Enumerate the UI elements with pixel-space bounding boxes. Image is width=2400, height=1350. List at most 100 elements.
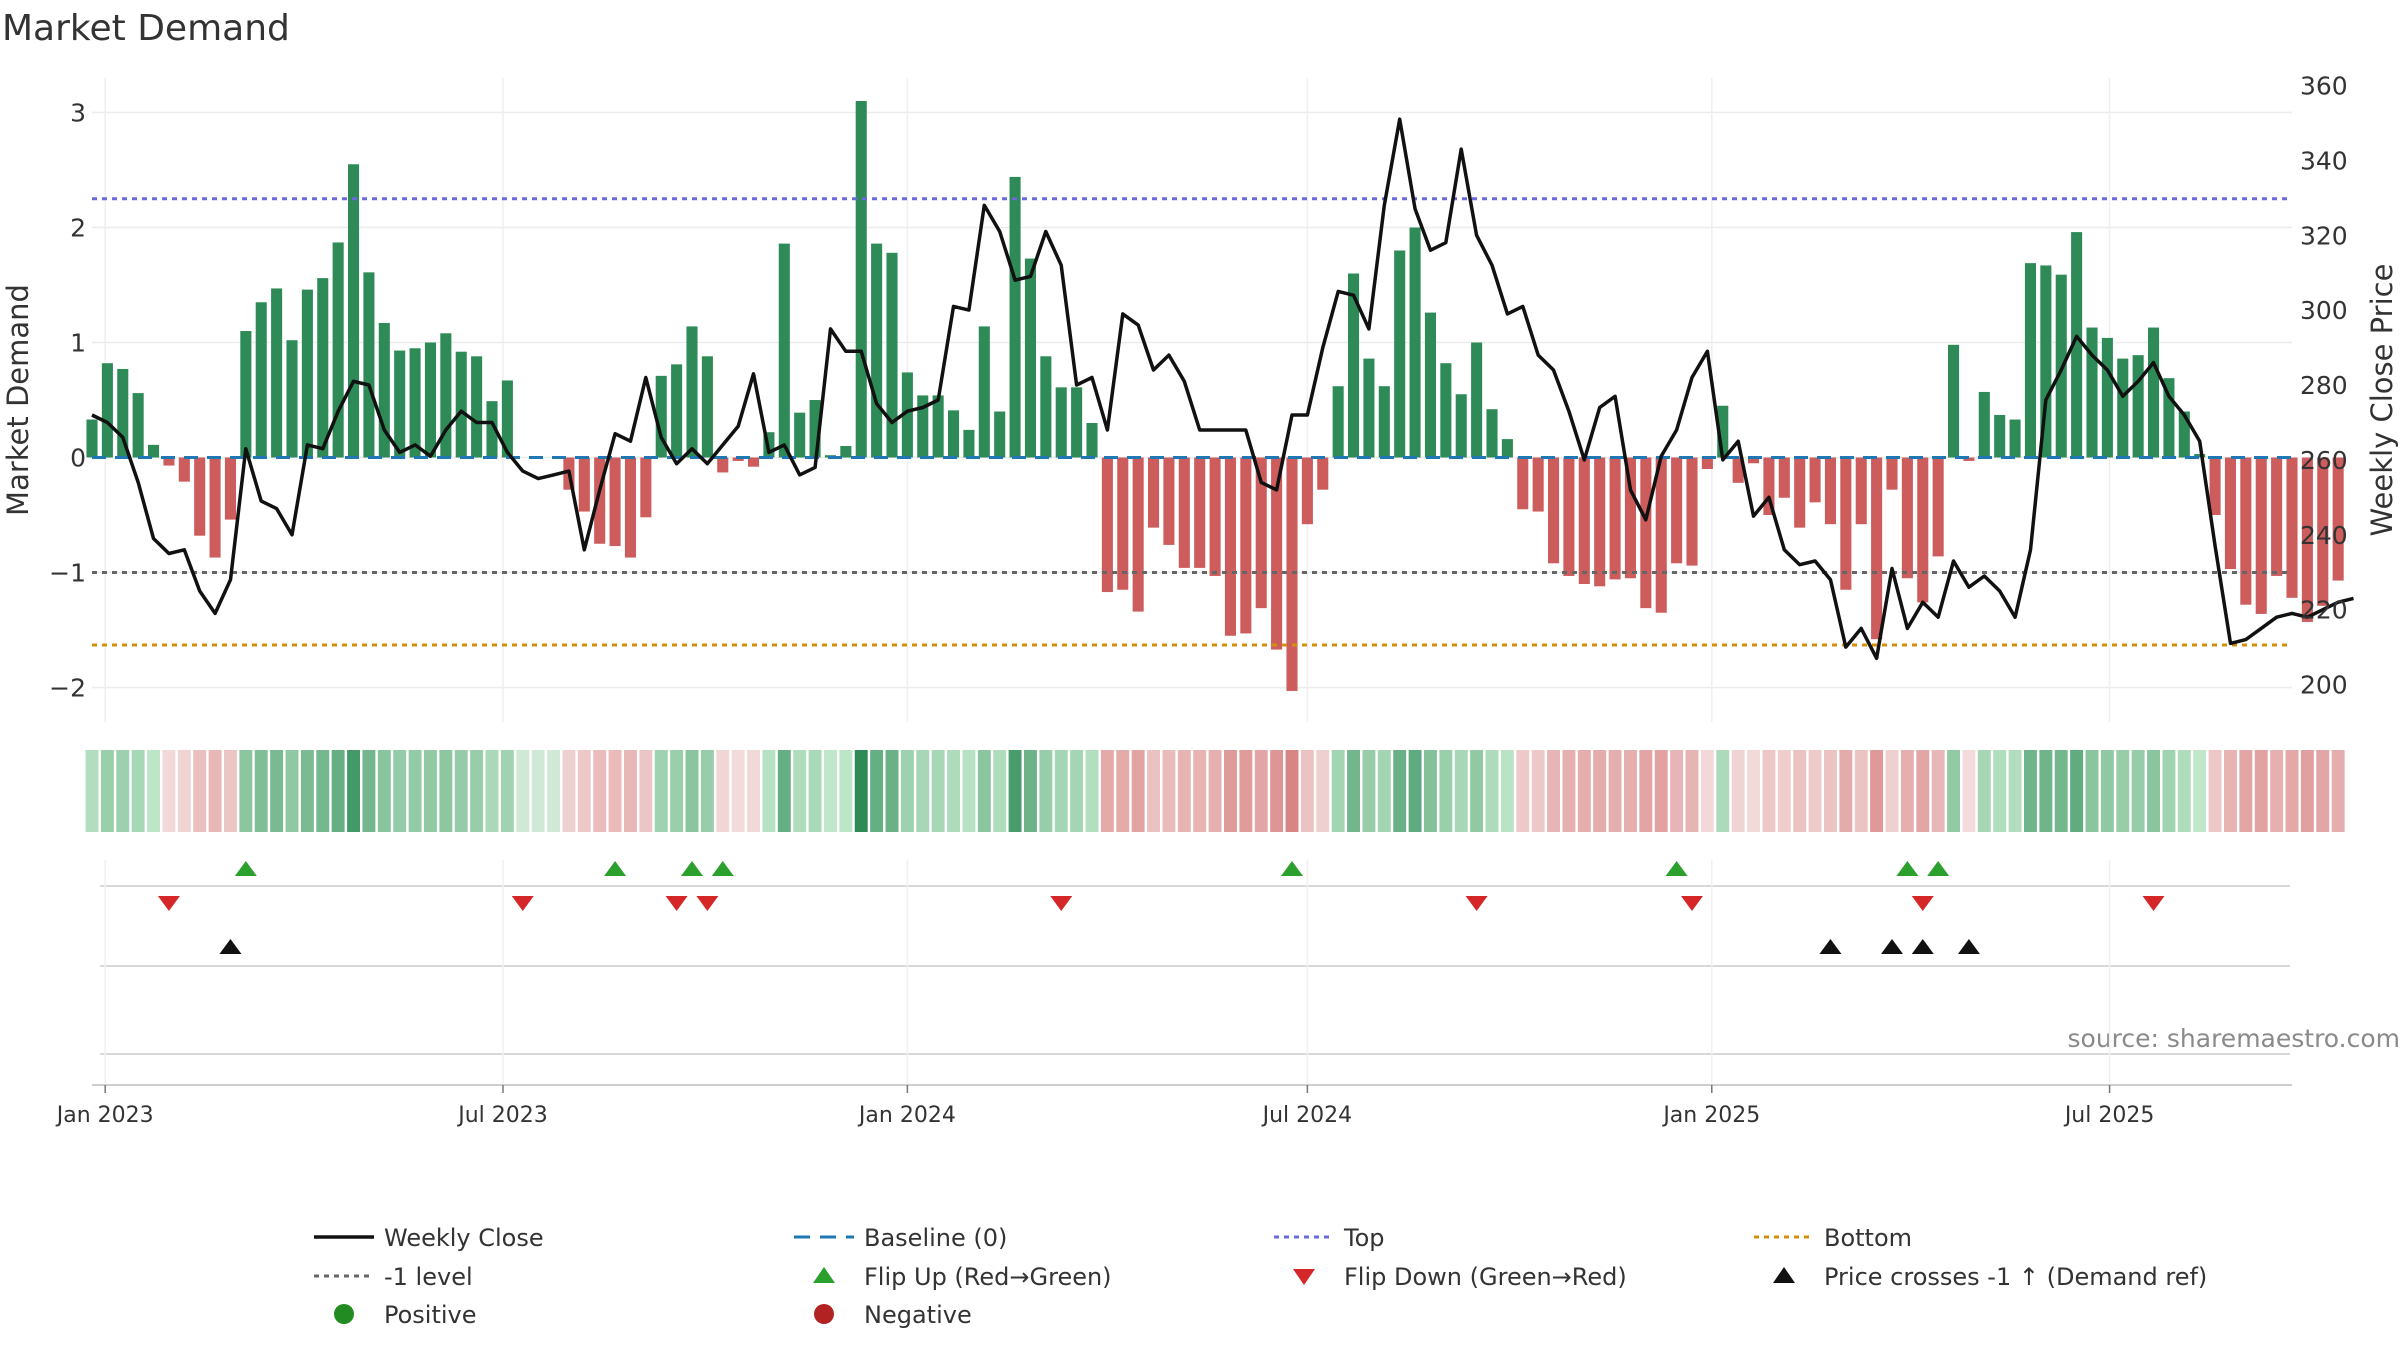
heat-cell: [1254, 750, 1268, 832]
heat-cell: [1408, 750, 1422, 832]
demand-bar: [424, 342, 436, 458]
heat-cell: [1747, 750, 1760, 832]
heat-cell: [747, 750, 760, 832]
demand-bar: [378, 322, 390, 458]
right-tick-label: 280: [2300, 371, 2348, 400]
heat-cell: [762, 750, 776, 832]
heat-cell: [2147, 750, 2160, 832]
heat-cell: [239, 750, 253, 832]
flip-down-marker: [696, 896, 719, 911]
x-tick-label: Jul 2024: [1261, 1103, 1353, 1128]
heat-cell: [562, 750, 576, 832]
demand-bar: [932, 395, 944, 458]
demand-bar: [1178, 457, 1190, 568]
price-cross-marker: [1957, 939, 1980, 954]
heat-cell: [424, 750, 437, 832]
demand-bar: [1455, 394, 1467, 458]
demand-bar: [1886, 457, 1898, 490]
heat-cell: [1024, 750, 1037, 832]
heat-cell: [1116, 750, 1130, 832]
flip-up-marker: [604, 861, 627, 876]
heat-cell: [2100, 750, 2114, 832]
heat-cell: [2024, 750, 2037, 832]
heat-cell: [2224, 750, 2237, 832]
demand-bar: [1532, 457, 1544, 512]
heat-cell: [485, 750, 499, 832]
demand-bar: [2224, 457, 2236, 570]
demand-bar: [1948, 344, 1960, 458]
heat-cell: [1977, 750, 1991, 832]
demand-bar: [594, 457, 606, 544]
demand-bar: [2286, 457, 2298, 598]
demand-bar: [1978, 391, 1990, 458]
demand-bar: [1055, 387, 1067, 458]
demand-bars: [86, 101, 2344, 691]
heat-cell: [654, 750, 668, 832]
heat-cell: [2300, 750, 2314, 832]
heat-cell: [1685, 750, 1699, 832]
demand-bar: [994, 411, 1006, 458]
heat-cell: [193, 750, 207, 832]
demand-bar: [317, 278, 329, 458]
heat-cell: [1562, 750, 1576, 832]
demand-bar: [255, 302, 267, 458]
demand-bar: [686, 326, 698, 458]
heat-cell: [1500, 750, 1514, 832]
demand-bar: [1732, 457, 1744, 483]
demand-bar: [1840, 457, 1852, 590]
signal-markers: [100, 860, 2290, 1085]
x-tick-label: Jul 2025: [2063, 1103, 2155, 1128]
demand-bar: [640, 457, 652, 518]
heat-cell: [208, 750, 222, 832]
heat-cell: [85, 750, 99, 832]
heat-cell: [731, 750, 745, 832]
heat-cell: [100, 750, 114, 832]
demand-bar: [117, 368, 129, 458]
demand-bar: [1717, 405, 1729, 458]
heat-cell: [1516, 750, 1530, 832]
heat-cell: [2177, 750, 2191, 832]
legend-swatch: [334, 1304, 354, 1324]
right-tick-label: 260: [2300, 446, 2348, 475]
demand-bar: [301, 289, 313, 458]
demand-bar: [1071, 387, 1083, 458]
demand-bar: [486, 401, 498, 458]
x-tick-label: Jul 2023: [456, 1103, 548, 1128]
demand-bar: [1655, 457, 1667, 613]
legend-swatch: [814, 1304, 834, 1324]
demand-bar: [701, 356, 713, 458]
demand-bar: [163, 457, 175, 466]
price-cross-marker: [1881, 939, 1903, 954]
demand-bar: [1748, 457, 1760, 464]
demand-bar: [271, 288, 283, 458]
left-tick-label: 0: [70, 444, 86, 473]
heat-cell: [1331, 750, 1345, 832]
demand-bar: [2301, 457, 2313, 622]
legend-label: Price crosses -1 ↑ (Demand ref): [1824, 1263, 2207, 1291]
flip-up-marker: [711, 861, 734, 876]
demand-bar: [2194, 454, 2206, 458]
demand-bar: [871, 243, 883, 458]
heat-cell: [408, 750, 422, 832]
demand-bar: [1317, 457, 1329, 490]
demand-bar: [794, 412, 806, 458]
heat-cell: [1654, 750, 1668, 832]
heat-cell: [1008, 750, 1022, 832]
heat-cell: [547, 750, 560, 832]
demand-bar: [1640, 457, 1652, 609]
heat-cell: [700, 750, 714, 832]
demand-bar: [2271, 457, 2283, 576]
heat-cell: [1793, 750, 1807, 832]
right-tick-label: 340: [2300, 146, 2348, 175]
left-tick-label: −1: [49, 559, 86, 588]
heat-cell: [1162, 750, 1176, 832]
demand-bar: [1686, 457, 1698, 566]
weekly-close-series: [91, 117, 2354, 661]
demand-bar: [1778, 457, 1790, 498]
demand-bar: [1409, 227, 1421, 458]
heat-cell: [177, 750, 191, 832]
demand-bar: [409, 348, 421, 458]
heat-cell: [1885, 750, 1899, 832]
heat-cell: [1193, 750, 1207, 832]
heat-cell: [331, 750, 345, 832]
